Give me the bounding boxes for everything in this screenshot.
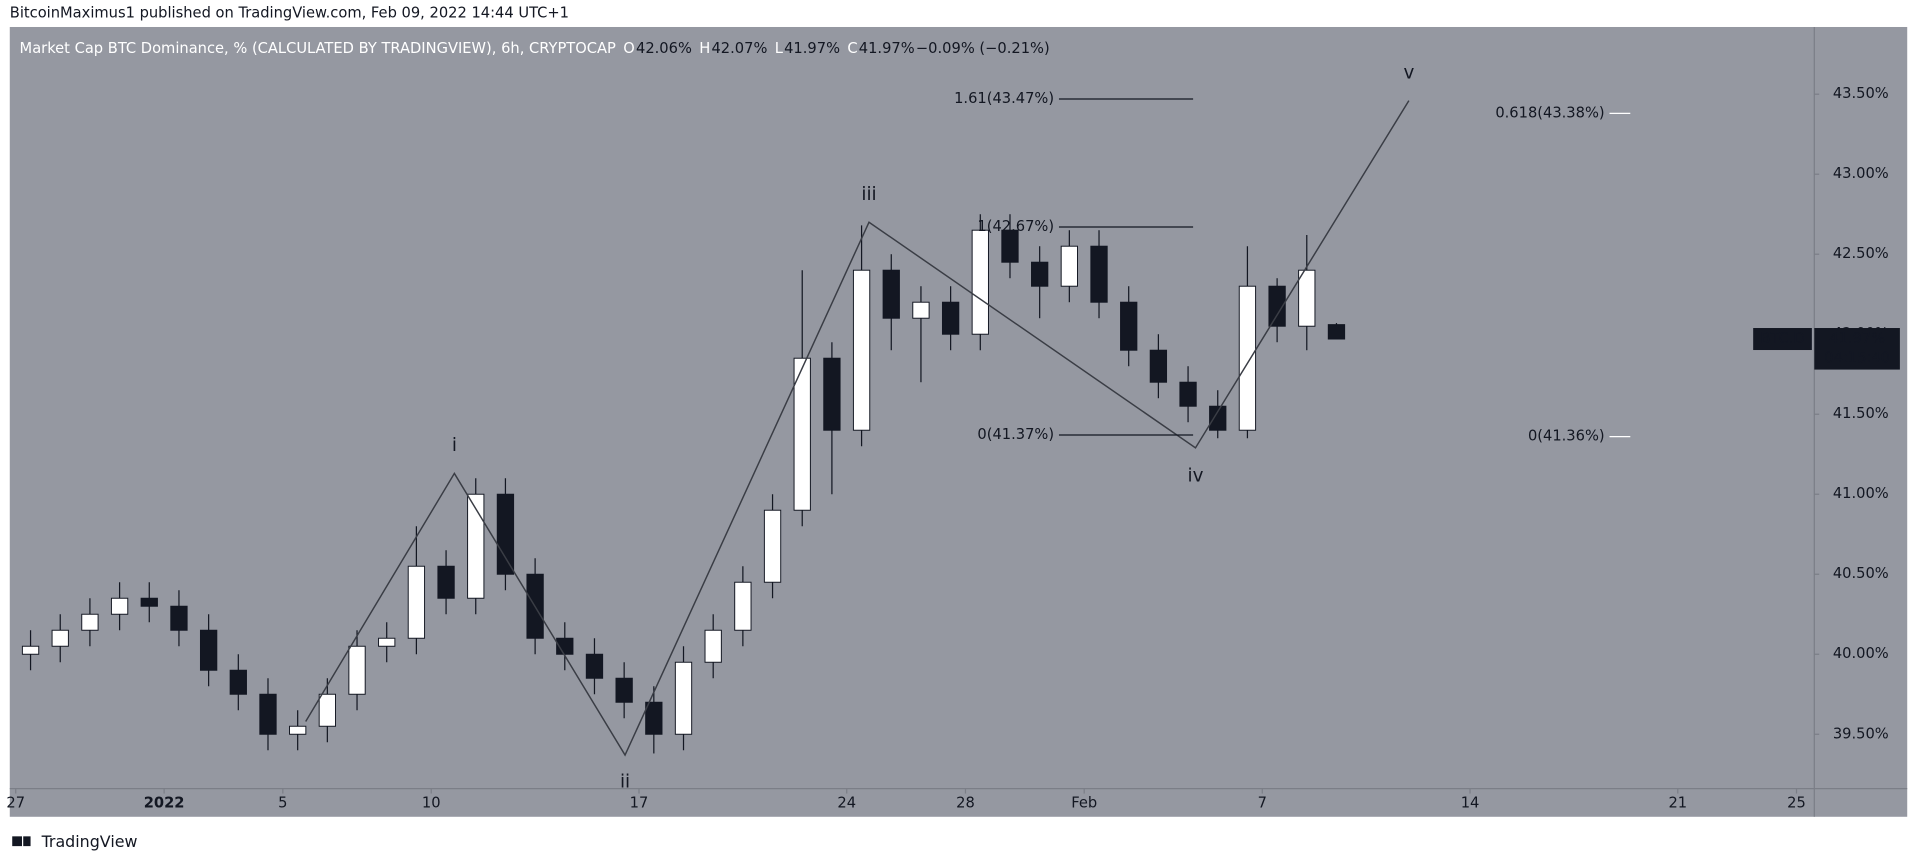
x-tick-label: 28 (956, 794, 975, 811)
legend-value: 42.06% (636, 40, 692, 57)
candle-body (1209, 405, 1227, 431)
legend-value: −0.09% (−0.21%) (916, 40, 1050, 57)
candle-body (615, 677, 633, 703)
countdown-label: 04:15:40 (1824, 350, 1890, 367)
candle-body (407, 565, 426, 639)
fib-label: 1(42.67%) (977, 218, 1054, 235)
candle-body (289, 725, 307, 735)
price-tag-label: 41.97% (1829, 330, 1885, 347)
candle-body (229, 669, 247, 695)
candle-body (1001, 229, 1019, 263)
fib-label: 0.618(43.38%) (1495, 104, 1604, 121)
candle-body (199, 629, 218, 671)
candle-body (1268, 285, 1286, 327)
candle-body (437, 565, 455, 599)
candle-body (704, 629, 722, 663)
candle-body (823, 357, 841, 431)
candle-body (971, 229, 989, 335)
x-tick-label: 17 (630, 794, 649, 811)
legend-key: H (699, 40, 710, 57)
x-tick-label: 7 (1258, 794, 1267, 811)
y-tick-label: 42.50% (1833, 245, 1889, 262)
candle-body (734, 581, 752, 631)
legend-key: C (847, 40, 857, 57)
wave-label: i (452, 435, 457, 456)
candle-body (852, 269, 871, 431)
candle-body (51, 629, 69, 647)
candle-body (1327, 324, 1346, 340)
brand-logo (12, 836, 31, 847)
price-tag (1814, 328, 1900, 370)
wave-label: iii (861, 184, 876, 205)
candle-body (1238, 285, 1257, 431)
y-tick-label: 40.50% (1833, 565, 1889, 582)
brand: TradingView (41, 832, 138, 851)
candle-body (1120, 301, 1138, 351)
y-tick-label: 41.50% (1833, 405, 1889, 422)
candle-body (110, 597, 129, 615)
chart-title: Market Cap BTC Dominance, % (CALCULATED … (20, 40, 1050, 57)
candle-body (378, 637, 396, 647)
candle-body (882, 269, 900, 319)
legend-key: O (623, 40, 635, 57)
legend-key: L (775, 40, 784, 57)
candle-body (348, 645, 366, 695)
candle-body (763, 509, 782, 583)
candle-body (585, 653, 604, 679)
wave-label: iv (1188, 466, 1204, 487)
x-tick-label: 2022 (144, 794, 185, 811)
x-tick-label: 14 (1461, 794, 1480, 811)
wave-line (305, 100, 1410, 757)
x-tick-label: Feb (1071, 794, 1097, 811)
x-tick-label: 10 (422, 794, 441, 811)
wave-label: ii (620, 771, 630, 792)
fib-label: 1.61(43.47%) (954, 90, 1054, 107)
candle-body (1298, 269, 1316, 327)
y-tick-label: 43.50% (1833, 85, 1889, 102)
symbol-label: BTC.D (1760, 330, 1804, 347)
title-text: Market Cap BTC Dominance, % (CALCULATED … (20, 40, 616, 57)
published-line: BitcoinMaximus1 published on TradingView… (10, 5, 569, 22)
candle-body (496, 493, 515, 575)
candle-body (81, 613, 99, 631)
candle-body (941, 301, 960, 335)
wave-label: v (1403, 62, 1414, 83)
candle-body (1149, 349, 1168, 383)
chart-area (9, 26, 1908, 817)
x-tick-label: 21 (1668, 794, 1687, 811)
candle-body (467, 493, 485, 599)
candle-body (140, 597, 158, 607)
x-tick-label: 24 (837, 794, 856, 811)
candle-body (259, 693, 277, 735)
candle-body (318, 693, 337, 727)
y-tick-label: 40.00% (1833, 645, 1889, 662)
candle-body (912, 301, 930, 319)
x-tick-label: 25 (1787, 794, 1806, 811)
candle-body (793, 357, 811, 511)
legend-value: 41.97% (784, 40, 840, 57)
candle-body (645, 701, 663, 735)
x-tick-label: 27 (6, 794, 25, 811)
fib-label: 0(41.37%) (977, 426, 1054, 443)
y-tick-label: 43.00% (1833, 165, 1889, 182)
candle-body (21, 645, 40, 655)
candle-body (1179, 381, 1197, 407)
fib-label: 0(41.36%) (1528, 428, 1605, 445)
candle-body (1060, 245, 1078, 287)
symbol-tag (1753, 328, 1812, 351)
candle-body (1031, 261, 1049, 287)
y-tick-label: 39.50% (1833, 725, 1889, 742)
legend-value: 41.97% (859, 40, 915, 57)
candle-body (170, 605, 188, 631)
legend-value: 42.07% (711, 40, 767, 57)
candle-body (674, 661, 693, 735)
y-tick-label: 41.00% (1833, 485, 1889, 502)
candle-body (1090, 245, 1108, 303)
x-tick-label: 5 (278, 794, 287, 811)
